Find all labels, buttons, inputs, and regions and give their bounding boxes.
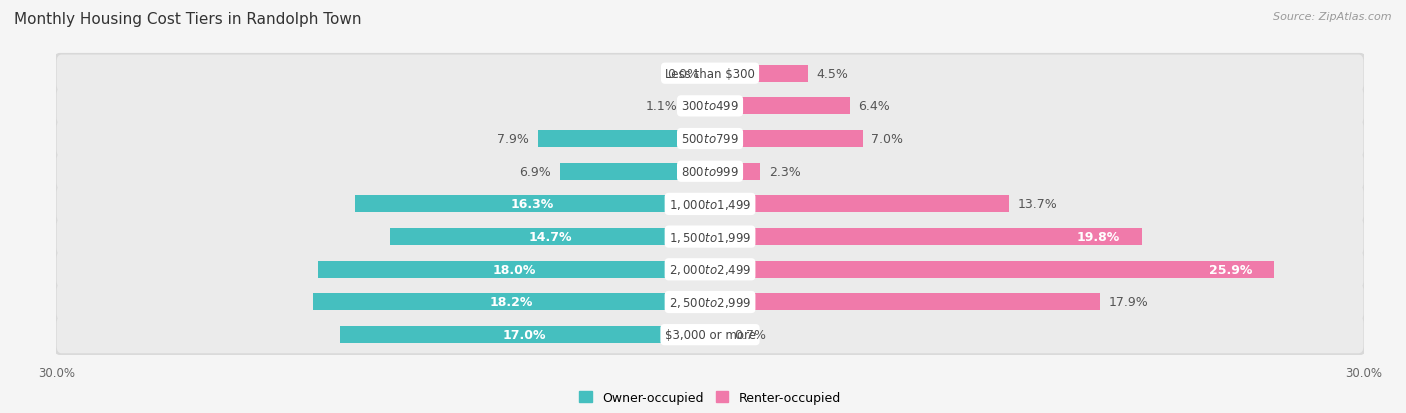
FancyBboxPatch shape [56, 88, 1364, 125]
Bar [318, 261, 710, 278]
FancyBboxPatch shape [53, 152, 1367, 192]
Bar [710, 228, 1142, 245]
FancyBboxPatch shape [56, 153, 1364, 190]
Bar [538, 131, 710, 148]
Text: $500 to $799: $500 to $799 [681, 133, 740, 146]
Text: 7.0%: 7.0% [872, 133, 903, 146]
Text: 18.2%: 18.2% [491, 296, 533, 309]
Text: $2,500 to $2,999: $2,500 to $2,999 [669, 295, 751, 309]
FancyBboxPatch shape [56, 316, 1364, 354]
Legend: Owner-occupied, Renter-occupied: Owner-occupied, Renter-occupied [575, 386, 845, 409]
Bar [710, 261, 1274, 278]
Text: $2,000 to $2,499: $2,000 to $2,499 [669, 263, 751, 277]
Bar [710, 326, 725, 343]
Bar [710, 164, 761, 180]
FancyBboxPatch shape [56, 251, 1364, 288]
Text: 2.3%: 2.3% [769, 165, 800, 178]
Text: $800 to $999: $800 to $999 [681, 165, 740, 178]
Bar [710, 196, 1008, 213]
FancyBboxPatch shape [56, 218, 1364, 256]
FancyBboxPatch shape [56, 55, 1364, 93]
Text: $1,000 to $1,499: $1,000 to $1,499 [669, 197, 751, 211]
FancyBboxPatch shape [53, 315, 1367, 355]
Text: 4.5%: 4.5% [817, 68, 849, 81]
Text: $300 to $499: $300 to $499 [681, 100, 740, 113]
FancyBboxPatch shape [53, 119, 1367, 159]
Text: 6.9%: 6.9% [519, 165, 551, 178]
Text: 14.7%: 14.7% [529, 230, 572, 244]
FancyBboxPatch shape [56, 121, 1364, 158]
Text: 17.0%: 17.0% [503, 328, 547, 341]
Text: 0.0%: 0.0% [666, 68, 699, 81]
Text: Source: ZipAtlas.com: Source: ZipAtlas.com [1274, 12, 1392, 22]
Text: Less than $300: Less than $300 [665, 68, 755, 81]
Text: 0.7%: 0.7% [734, 328, 766, 341]
Text: $1,500 to $1,999: $1,500 to $1,999 [669, 230, 751, 244]
Bar [314, 294, 710, 311]
FancyBboxPatch shape [56, 186, 1364, 223]
FancyBboxPatch shape [53, 184, 1367, 225]
Bar [389, 228, 710, 245]
Text: 7.9%: 7.9% [498, 133, 529, 146]
Text: 1.1%: 1.1% [645, 100, 678, 113]
FancyBboxPatch shape [53, 54, 1367, 94]
Text: Monthly Housing Cost Tiers in Randolph Town: Monthly Housing Cost Tiers in Randolph T… [14, 12, 361, 27]
FancyBboxPatch shape [53, 217, 1367, 257]
Text: 25.9%: 25.9% [1209, 263, 1253, 276]
Text: 19.8%: 19.8% [1077, 230, 1119, 244]
FancyBboxPatch shape [53, 282, 1367, 323]
Text: 17.9%: 17.9% [1109, 296, 1149, 309]
Text: 13.7%: 13.7% [1018, 198, 1057, 211]
Bar [340, 326, 710, 343]
FancyBboxPatch shape [53, 249, 1367, 290]
Text: 16.3%: 16.3% [510, 198, 554, 211]
Bar [710, 66, 808, 83]
Bar [710, 131, 862, 148]
Bar [354, 196, 710, 213]
FancyBboxPatch shape [53, 86, 1367, 127]
Bar [560, 164, 710, 180]
FancyBboxPatch shape [56, 284, 1364, 321]
Bar [686, 98, 710, 115]
Text: $3,000 or more: $3,000 or more [665, 328, 755, 341]
Text: 6.4%: 6.4% [858, 100, 890, 113]
Bar [710, 98, 849, 115]
Bar [710, 294, 1099, 311]
Text: 18.0%: 18.0% [492, 263, 536, 276]
